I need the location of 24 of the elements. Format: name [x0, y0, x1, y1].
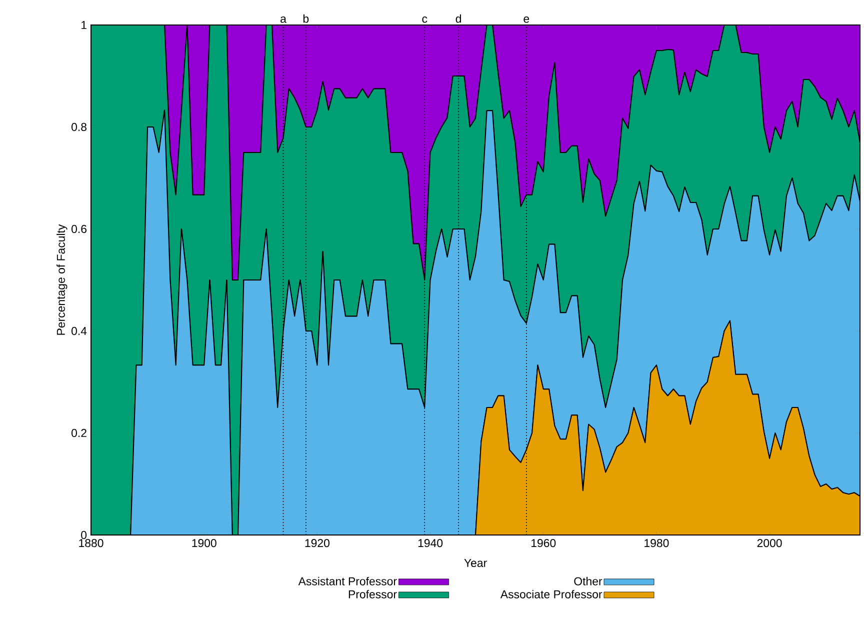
ref-line-label: a: [280, 16, 286, 23]
y-tick-label: 0.2: [72, 428, 86, 438]
x-tick-label: 1940: [418, 539, 443, 548]
y-tick-label: 0.8: [72, 122, 86, 132]
ref-line-label: b: [303, 14, 309, 23]
legend-label: Associate Professor: [500, 590, 602, 598]
legend-label: Professor: [348, 590, 397, 598]
y-tick-label: 1: [81, 21, 86, 29]
x-tick-label: 1960: [531, 539, 556, 548]
legend-label: Assistant Professor: [298, 576, 397, 586]
x-tick-label: 1980: [644, 539, 669, 548]
y-tick-label: 0: [81, 530, 87, 540]
legend-label: Other: [574, 576, 602, 586]
x-tick-label: 1920: [305, 539, 330, 548]
y-tick-label: 0.6: [72, 224, 86, 234]
x-tick-label: 1900: [192, 539, 216, 548]
x-axis-title: Year: [464, 559, 487, 567]
ref-line-label: e: [524, 16, 530, 23]
y-axis-title: Percentage of Faculty: [56, 224, 68, 335]
x-tick-label: 2000: [757, 539, 782, 548]
ref-line-label: d: [456, 14, 461, 23]
ref-line-label: c: [422, 16, 428, 23]
x-tick-label: 1880: [79, 539, 104, 548]
y-tick-label: 0.4: [72, 326, 87, 336]
